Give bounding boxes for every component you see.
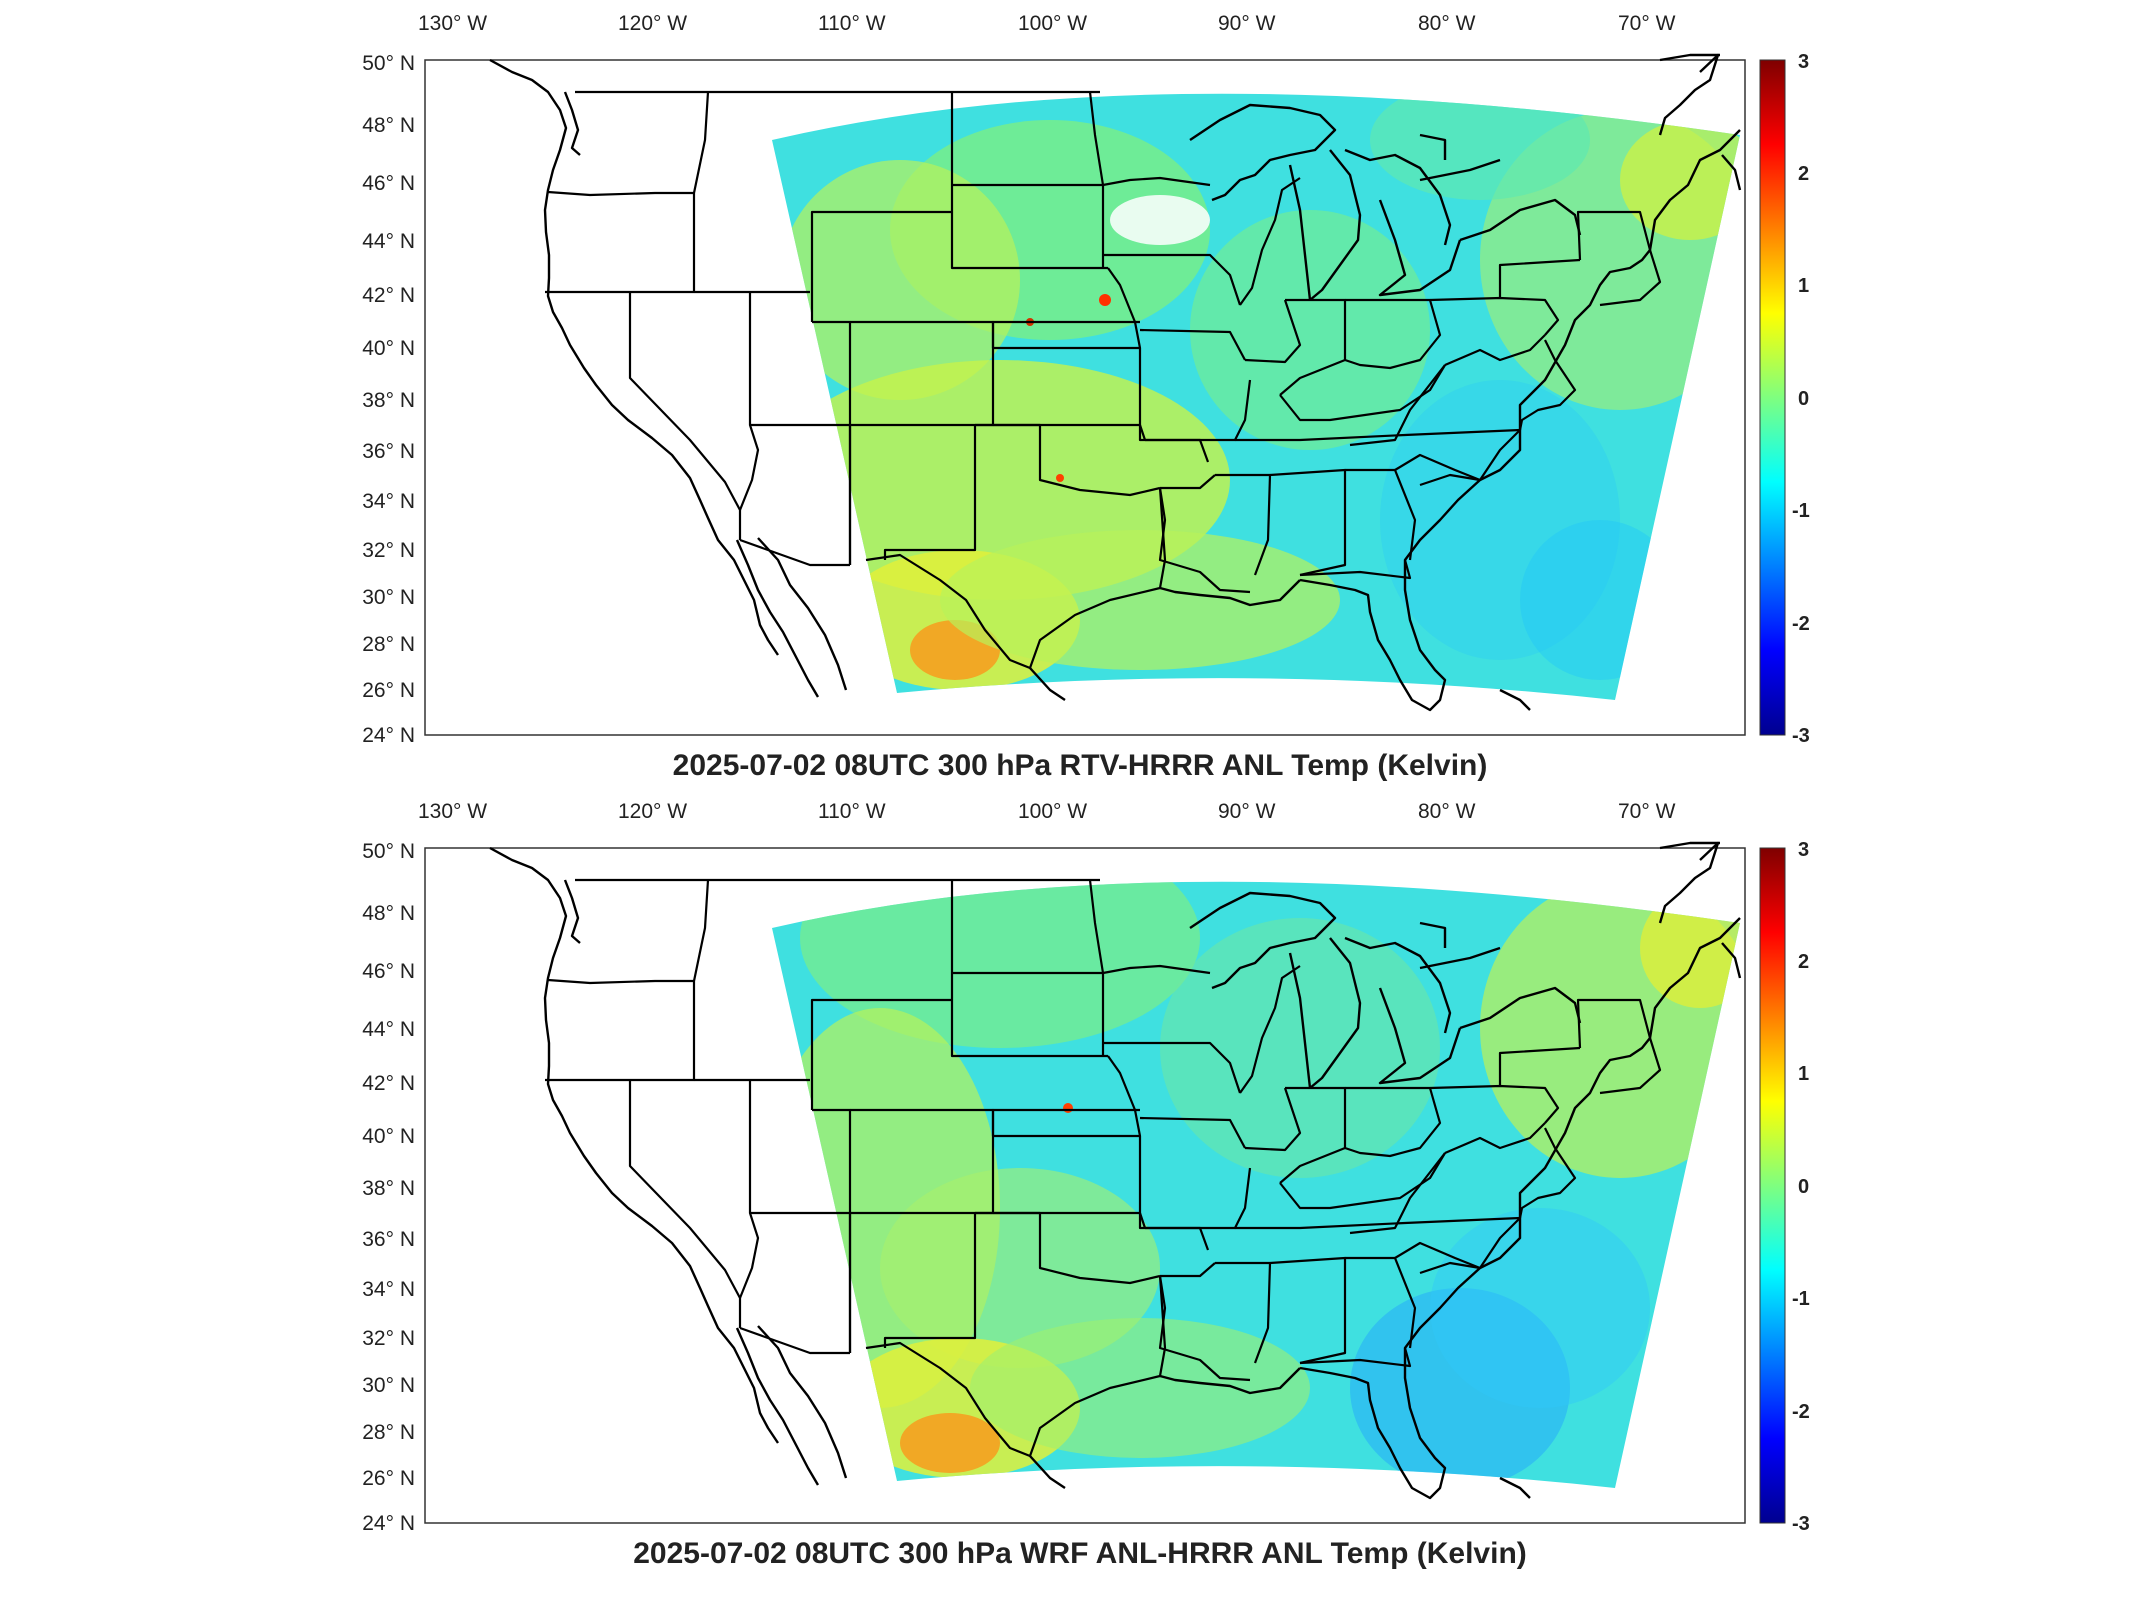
- lat-label: 26° N: [362, 679, 415, 702]
- lat-label: 30° N: [362, 1374, 415, 1397]
- lon-label-130w: 130° W: [418, 800, 487, 823]
- lon-label-80w: 80° W: [1418, 12, 1476, 35]
- lat-label: 32° N: [362, 1327, 415, 1350]
- lon-label-100w: 100° W: [1018, 800, 1087, 823]
- temperature-difference-field: [772, 93, 1740, 700]
- lat-labels: 50° N 48° N 46° N 44° N 42° N 40° N 38° …: [362, 52, 415, 747]
- lon-label-90w: 90° W: [1218, 800, 1276, 823]
- lat-label: 36° N: [362, 1228, 415, 1251]
- lat-label: 28° N: [362, 1421, 415, 1444]
- lat-label: 26° N: [362, 1467, 415, 1490]
- lat-label: 28° N: [362, 633, 415, 656]
- colorbar: 3 2 1 0 -1 -2 -3: [1759, 839, 1810, 1535]
- lon-label-110w: 110° W: [818, 800, 886, 823]
- colorbar-tick: -3: [1792, 1513, 1810, 1535]
- lat-label: 48° N: [362, 902, 415, 925]
- lon-label-110w: 110° W: [818, 12, 886, 35]
- lat-label: 50° N: [362, 840, 415, 863]
- temperature-difference-field: [772, 881, 1740, 1488]
- lat-label: 44° N: [362, 230, 415, 253]
- lon-label-100w: 100° W: [1018, 12, 1087, 35]
- lon-labels: 130° W 120° W 110° W 100° W 90° W 80° W …: [418, 800, 1676, 823]
- colorbar-tick: -2: [1792, 1401, 1810, 1423]
- colorbar-tick: 0: [1798, 1176, 1809, 1198]
- lon-label-70w: 70° W: [1618, 800, 1676, 823]
- colorbar-tick: -3: [1792, 725, 1810, 747]
- lon-label-120w: 120° W: [618, 800, 687, 823]
- panel-title: 2025-07-02 08UTC 300 hPa RTV-HRRR ANL Te…: [673, 749, 1488, 782]
- colorbar-tick: -1: [1792, 1288, 1810, 1310]
- colorbar: 3 2 1 0 -1 -2 -3: [1759, 51, 1810, 747]
- lat-label: 30° N: [362, 586, 415, 609]
- colorbar-tick: 2: [1798, 163, 1809, 185]
- lat-label: 34° N: [362, 490, 415, 513]
- lat-label: 42° N: [362, 284, 415, 307]
- panel-title: 2025-07-02 08UTC 300 hPa WRF ANL-HRRR AN…: [633, 1537, 1527, 1570]
- lon-label-80w: 80° W: [1418, 800, 1476, 823]
- lat-label: 24° N: [362, 1512, 415, 1535]
- colorbar-tick: 0: [1798, 388, 1809, 410]
- colorbar-tick: 3: [1798, 51, 1809, 73]
- lat-label: 50° N: [362, 52, 415, 75]
- colorbar-tick: -2: [1792, 613, 1810, 635]
- lat-label: 32° N: [362, 539, 415, 562]
- colorbar-tick: -1: [1792, 500, 1810, 522]
- lat-label: 38° N: [362, 1177, 415, 1200]
- lon-labels: 130° W 120° W 110° W 100° W 90° W 80° W …: [418, 12, 1676, 35]
- lat-label: 44° N: [362, 1018, 415, 1041]
- lat-label: 24° N: [362, 724, 415, 747]
- lat-label: 36° N: [362, 440, 415, 463]
- map-panel-top: 130° W 120° W 110° W 100° W 90° W 80° W …: [362, 12, 1810, 782]
- lat-label: 42° N: [362, 1072, 415, 1095]
- lon-label-120w: 120° W: [618, 12, 687, 35]
- lon-label-90w: 90° W: [1218, 12, 1276, 35]
- map-panel-bottom: 130° W 120° W 110° W 100° W 90° W 80° W …: [362, 800, 1810, 1570]
- colorbar-tick: 1: [1798, 1063, 1809, 1085]
- lat-label: 34° N: [362, 1278, 415, 1301]
- lat-labels: 50° N 48° N 46° N 44° N 42° N 40° N 38° …: [362, 840, 415, 1535]
- lat-label: 38° N: [362, 389, 415, 412]
- lat-label: 46° N: [362, 172, 415, 195]
- lat-label: 46° N: [362, 960, 415, 983]
- lat-label: 48° N: [362, 114, 415, 137]
- lat-label: 40° N: [362, 1125, 415, 1148]
- colorbar-tick: 2: [1798, 951, 1809, 973]
- lon-label-130w: 130° W: [418, 12, 487, 35]
- colorbar-tick: 1: [1798, 275, 1809, 297]
- colorbar-tick: 3: [1798, 839, 1809, 861]
- lon-label-70w: 70° W: [1618, 12, 1676, 35]
- lat-label: 40° N: [362, 337, 415, 360]
